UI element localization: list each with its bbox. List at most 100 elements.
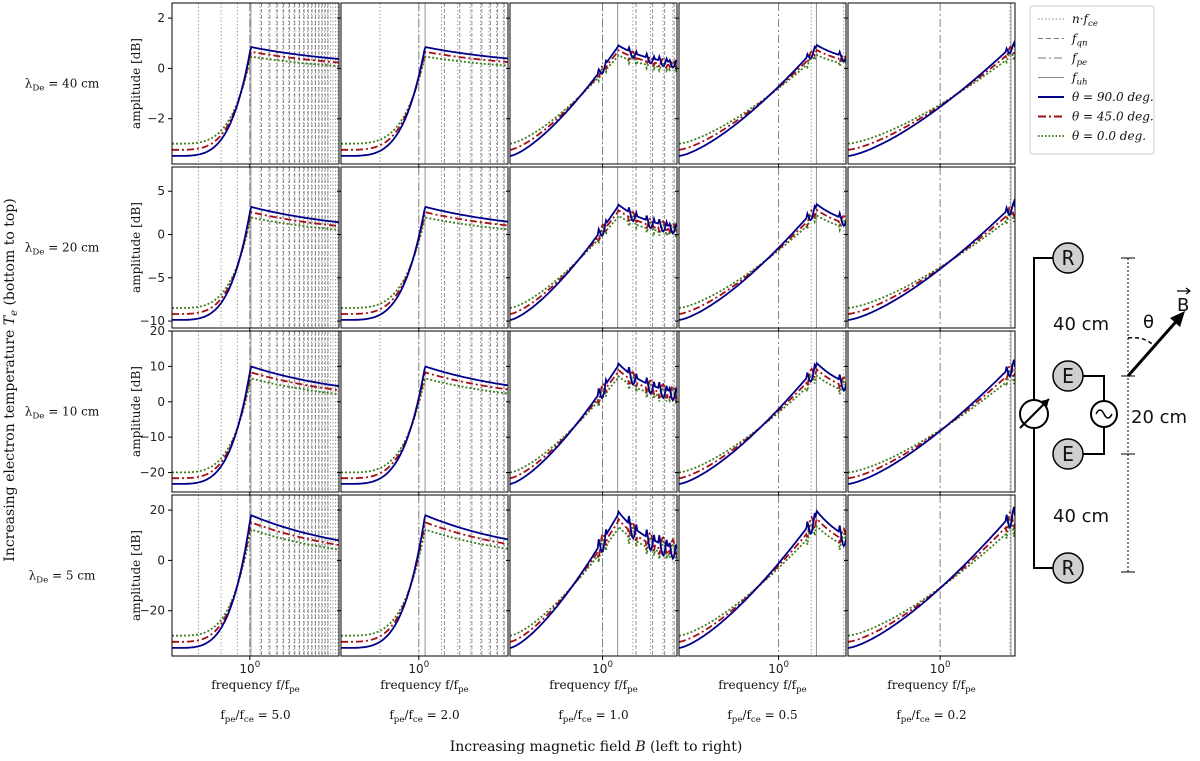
panel-r1-c3 [675,166,847,332]
y-tick-label: 5 [157,184,165,198]
x-axis-label: frequency f/fpe​ [887,678,975,695]
reference-lines [939,495,1012,656]
panel-r0-c2 [506,2,678,168]
reference-lines [197,495,339,656]
curve-theta-90 [341,514,508,649]
curve-theta-0 [341,528,508,637]
curve-theta-0 [679,521,846,637]
curve-theta-0 [341,55,508,145]
reference-lines [379,167,505,328]
probe-r-top [1052,242,1084,274]
row-labels: λDe​ = 40 cm λDe​ = 20 cm λDe​ = 10 cm λDe​… [25,77,100,586]
probe-schematic: R E E R 40 cm 20 cm 40 cm θ B [1019,242,1191,584]
curves [848,359,1015,485]
curve-theta-45 [172,50,339,151]
curve-theta-90 [848,506,1015,649]
y-axis-label: amplitude [dB] [129,366,143,457]
figure-xlabel: Increasing magnetic field B (left to rig… [450,739,743,755]
curve-theta-45 [848,46,1015,151]
curves [679,202,846,321]
panel-frame [171,2,340,165]
curve-theta-45 [848,363,1015,480]
curve-theta-90 [172,205,339,321]
panel-r2-c0: −20 −10 0 10 20 amplitude [dB] [129,324,340,496]
curves [172,365,339,485]
curve-theta-90 [679,202,846,321]
curves [510,203,677,321]
probe-e-bottom [1052,438,1084,470]
panel-r1-c1 [337,166,509,332]
y-tick-label: −2 [147,112,165,126]
curve-theta-0 [172,216,339,309]
curve-theta-45 [679,208,846,315]
probe-e-top [1052,360,1084,392]
reference-lines [379,3,505,164]
probe-r-bottom-label: R [1062,556,1075,580]
curves [679,43,846,157]
panel-frame [509,330,678,493]
row-label-1: λDe​ = 20 cm [25,241,100,258]
curve-theta-90 [510,203,677,321]
panel-r1-c2 [506,166,678,332]
probe-e-top-label: E [1062,364,1074,388]
panel-r2-c3 [675,330,847,496]
curve-theta-90 [679,43,846,157]
curve-theta-90 [679,361,846,485]
curve-theta-45 [679,515,846,643]
panel-r3-c1: 100​ frequency f/fpe​ [337,494,509,695]
curves [341,365,508,485]
row-label-3: λDe​ = 5 cm [29,569,96,586]
curve-theta-45 [172,371,339,480]
curve-theta-0 [341,377,508,474]
reference-lines [602,495,675,656]
b-field-arrowhead-icon [1170,311,1185,327]
curve-theta-90 [172,514,339,649]
y-tick-label: −10 [140,430,165,444]
curve-theta-0 [679,372,846,474]
curve-theta-90 [341,365,508,485]
x-axis-label: frequency f/fpe​ [718,678,806,695]
probe-e-bottom-label: E [1062,442,1074,466]
panel-frame [340,166,509,329]
panel-r0-c0: −2 0 2 amplitude [dB] [129,2,340,168]
curve-theta-90 [679,509,846,649]
legend-label: fpe​ [1071,51,1087,68]
row-label-2: λDe​ = 10 cm [25,405,100,422]
reference-lines [602,331,675,492]
curve-theta-45 [848,511,1015,643]
panel-frame [678,166,847,329]
curve-theta-45 [341,521,508,643]
y-axis-label: amplitude [dB] [129,38,143,129]
column-label-3: fpe​/fce​ = 0.5 [727,708,797,725]
curves [679,509,846,649]
theta-arc [1127,336,1155,347]
legend-label: θ = 45.0 deg. [1072,110,1154,124]
dim-outer-top: 40 cm [1053,314,1109,335]
panel-frame [847,330,1016,493]
column-label-1: fpe​/fce​ = 2.0 [389,708,459,725]
dim-inner: 20 cm [1131,407,1187,428]
curves [341,514,508,649]
panel-r0-c3 [675,2,847,168]
curve-theta-0 [848,518,1015,637]
curve-theta-0 [510,214,677,309]
curve-theta-90 [341,205,508,321]
y-axis-label: amplitude [dB] [129,202,143,293]
legend: n·fce​ fqn​ fpe​ fuh​ θ = 90.0 deg. θ = 45.0 … [1029,5,1155,155]
x-axis-label: frequency f/fpe​ [211,678,299,695]
reference-lines [602,167,675,328]
curve-theta-45 [510,208,677,315]
panel-frame [847,494,1016,657]
curve-theta-0 [172,55,339,145]
legend-label: fuh​ [1071,71,1088,88]
curve-theta-0 [510,54,677,145]
curve-theta-45 [679,367,846,480]
row-label-0: λDe​ = 40 cm [25,77,100,94]
curves [848,506,1015,649]
panel-frame [847,2,1016,165]
y-tick-label: 0 [157,395,165,409]
panel-r2-c4 [844,330,1016,496]
legend-label: n·fce​ [1072,12,1098,29]
curve-theta-45 [341,211,508,315]
